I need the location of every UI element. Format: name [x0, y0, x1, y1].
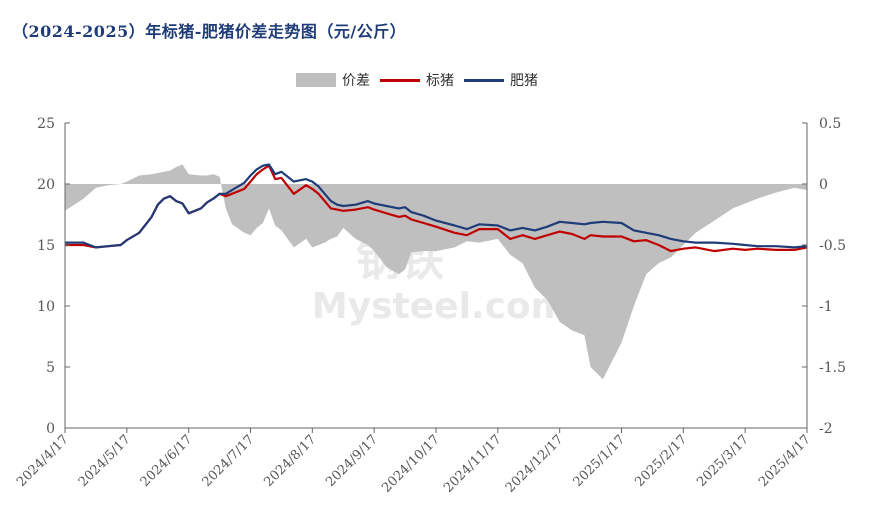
legend-label-standard: 标猪 — [426, 73, 454, 89]
series-line-fat — [65, 163, 808, 249]
legend-label-fat: 肥猪 — [510, 73, 538, 89]
y-left-tick-label: 10 — [37, 299, 55, 315]
y-left-tick-label: 25 — [37, 116, 55, 132]
x-tick-label: 2024/11/17 — [441, 432, 505, 496]
x-tick-label: 2024/8/17 — [261, 432, 319, 490]
y-left-tick-label: 5 — [46, 360, 55, 376]
y-right-tick-label: -0.5 — [819, 238, 846, 254]
y-left-tick-label: 20 — [37, 177, 55, 193]
y-right-tick-label: -1 — [819, 299, 833, 315]
legend-label-spread: 价差 — [342, 73, 370, 89]
chart-title: （2024-2025）年标猪-肥猪价差走势图（元/公斤） — [12, 22, 407, 41]
y-left-tick-label: 0 — [46, 421, 55, 437]
y-right-tick-label: -1.5 — [819, 360, 846, 376]
y-right-tick-label: 0.5 — [819, 116, 841, 132]
y-right-tick-label: 0 — [819, 177, 828, 193]
x-tick-label: 2024/6/17 — [138, 432, 196, 490]
x-tick-label: 2025/3/17 — [694, 432, 752, 490]
x-tick-label: 2025/4/17 — [756, 432, 814, 490]
legend: 价差 标猪 肥猪 — [296, 70, 548, 90]
x-tick-label: 2024/12/17 — [503, 432, 567, 496]
legend-swatch-standard — [380, 78, 420, 82]
x-tick-label: 2025/2/17 — [632, 432, 690, 490]
legend-swatch-spread — [296, 73, 336, 87]
x-tick-label: 2024/10/17 — [379, 432, 443, 496]
legend-swatch-fat — [464, 78, 504, 82]
y-right-tick-label: -2 — [819, 421, 833, 437]
watermark-en: Mysteel.com — [312, 286, 568, 327]
x-tick-label: 2025/1/17 — [571, 432, 629, 490]
y-left-tick-label: 15 — [37, 238, 55, 254]
x-tick-label: 2024/4/17 — [14, 432, 72, 490]
x-tick-label: 2024/9/17 — [323, 432, 381, 490]
x-tick-label: 2024/7/17 — [200, 432, 258, 490]
legend-item-fat: 肥猪 — [464, 70, 538, 90]
legend-item-standard: 标猪 — [380, 70, 454, 90]
legend-item-spread: 价差 — [296, 70, 370, 90]
series-area-spread — [65, 164, 807, 380]
x-tick-label: 2024/5/17 — [76, 432, 134, 490]
